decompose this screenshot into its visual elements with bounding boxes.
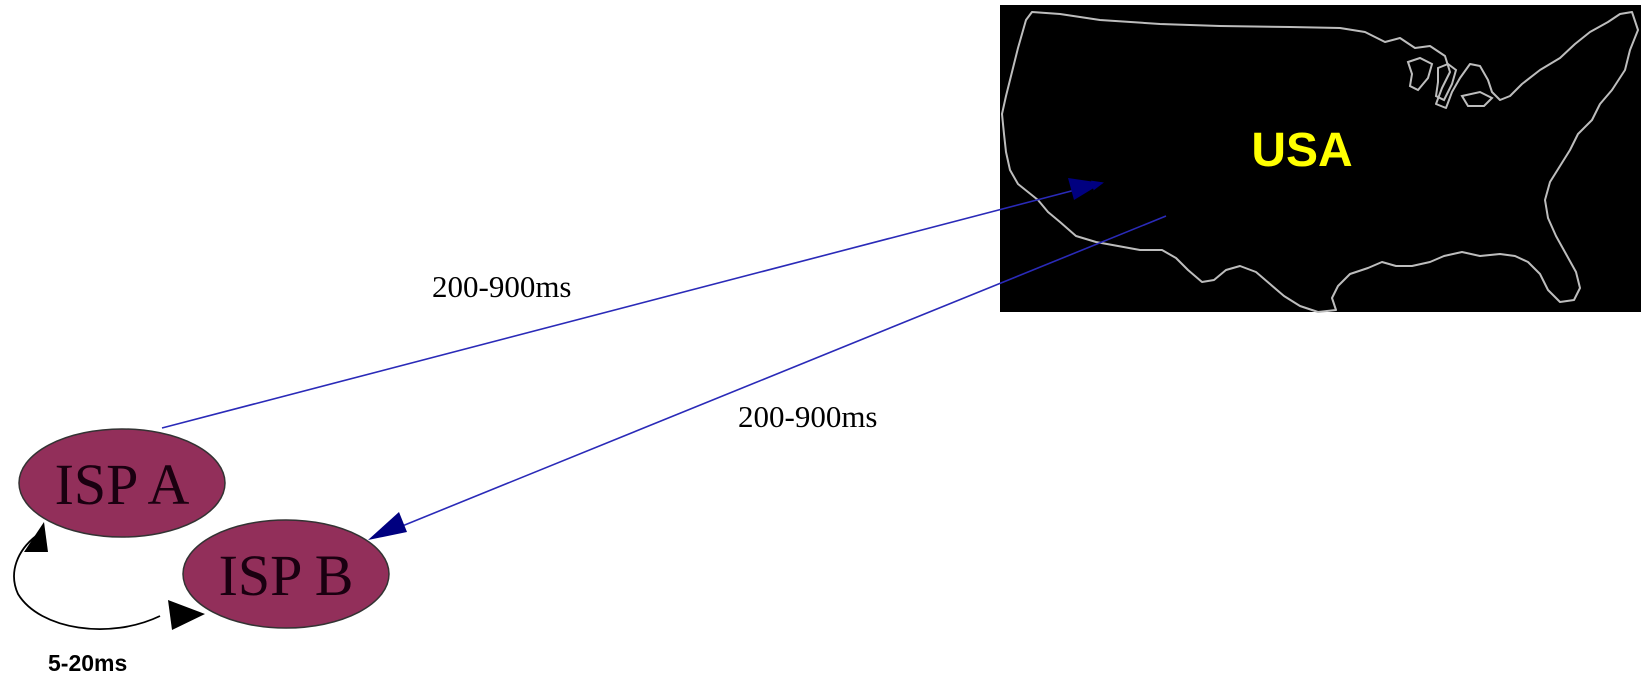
isp-a-circle bbox=[18, 428, 226, 538]
latency-label-upstream: 200-900ms bbox=[432, 269, 572, 304]
local-arrowhead-at-isp-b bbox=[168, 600, 205, 630]
latency-label-downstream: 200-900ms bbox=[738, 399, 878, 434]
node-isp-a: ISP A bbox=[18, 428, 226, 538]
link-isp-a-to-usa bbox=[161, 180, 1104, 429]
map-country-label: USA bbox=[1251, 124, 1352, 177]
map-background bbox=[1000, 5, 1641, 312]
link-usa-to-isp-b bbox=[379, 215, 1167, 536]
local-arrowhead-at-isp-a bbox=[24, 522, 48, 552]
node-isp-b: ISP B bbox=[182, 519, 390, 629]
isp-b-label: ISP B bbox=[219, 543, 354, 608]
isp-a-label: ISP A bbox=[55, 452, 190, 517]
usa-outline bbox=[1001, 11, 1639, 313]
usa-map: USA bbox=[1000, 5, 1641, 313]
latency-label-local: 5-20ms bbox=[48, 650, 127, 676]
arrowhead-at-usa bbox=[1068, 178, 1102, 200]
arrowhead-at-isp-b bbox=[368, 512, 407, 540]
great-lakes-outline bbox=[1406, 56, 1494, 107]
local-link-curve bbox=[13, 535, 161, 630]
isp-b-circle bbox=[182, 519, 390, 629]
